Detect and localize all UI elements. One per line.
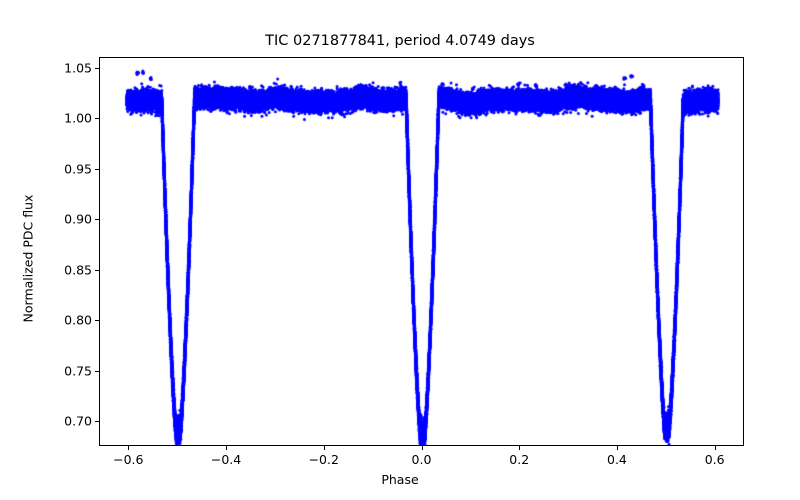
page-title: TIC 0271877841, period 4.0749 days xyxy=(265,33,535,49)
y-tick-mark xyxy=(95,118,99,120)
y-axis-label: Normalized PDC flux xyxy=(20,194,36,323)
x-tick-label: 0.0 xyxy=(411,452,432,467)
y-tick-mark xyxy=(95,370,99,372)
y-axis-tick-labels: 0.70 0.75 0.80 0.85 0.90 0.95 1.00 1.05 xyxy=(20,0,92,500)
y-tick-label: 0.70 xyxy=(64,413,92,429)
x-tick-mark xyxy=(323,446,325,450)
x-tick-mark xyxy=(226,446,228,450)
y-tick-mark xyxy=(95,421,99,423)
y-tick-mark xyxy=(95,269,99,271)
y-tick-label: 0.75 xyxy=(64,363,92,379)
x-tick-label: −0.6 xyxy=(113,452,144,467)
x-tick-mark xyxy=(714,446,716,450)
scatter-data-layer xyxy=(100,58,743,445)
y-tick-mark xyxy=(95,67,99,69)
y-tick-mark xyxy=(95,320,99,322)
x-tick-label: −0.4 xyxy=(210,452,242,467)
y-tick-label: 0.95 xyxy=(64,161,92,177)
y-tick-label: 0.90 xyxy=(64,211,92,227)
x-tick-label: −0.2 xyxy=(308,452,339,467)
x-tick-label: 0.4 xyxy=(607,452,627,467)
x-tick-mark xyxy=(519,446,521,450)
y-tick-label: 0.85 xyxy=(64,262,92,278)
x-tick-mark xyxy=(616,446,619,450)
plot-area xyxy=(99,57,744,446)
x-tick-mark xyxy=(128,446,130,450)
x-tick-mark xyxy=(421,446,423,450)
y-tick-label: 1.05 xyxy=(64,60,92,76)
y-tick-label: 0.80 xyxy=(64,312,92,328)
x-tick-label: 0.2 xyxy=(509,452,530,467)
y-tick-label: 1.00 xyxy=(64,110,92,126)
y-tick-mark xyxy=(95,219,99,221)
y-tick-mark xyxy=(95,168,99,170)
x-axis-label: Phase xyxy=(381,472,419,487)
x-tick-label: 0.6 xyxy=(704,452,725,467)
